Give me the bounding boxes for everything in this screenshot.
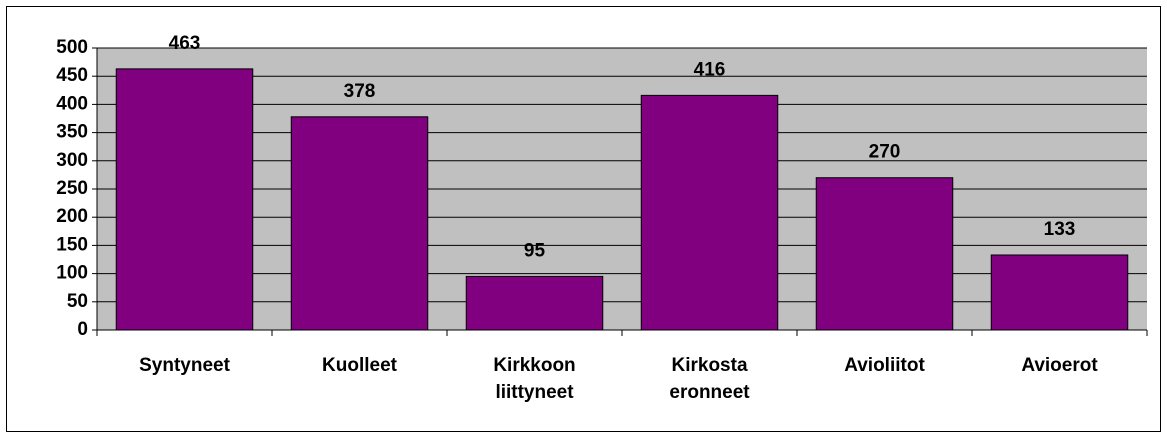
data-label: 416	[694, 59, 726, 80]
x-tick-label: Kirkkoon liittyneet	[493, 355, 576, 403]
data-label: 133	[1044, 219, 1076, 240]
data-label: 270	[869, 142, 901, 163]
y-tick-label: 0	[77, 319, 88, 340]
y-tick-label: 500	[56, 37, 88, 58]
x-tick-label: Syntyneet	[139, 355, 230, 376]
y-tick-label: 450	[56, 65, 88, 86]
y-tick-label: 250	[56, 178, 88, 199]
bar	[990, 254, 1129, 331]
y-tick-label: 50	[67, 291, 88, 312]
x-tick-label: Kirkosta eronneet	[669, 355, 750, 403]
bar	[115, 68, 254, 331]
y-tick-label: 300	[56, 150, 88, 171]
y-tick-label: 200	[56, 206, 88, 227]
bar	[465, 275, 604, 331]
x-tick-label: Avioerot	[1021, 355, 1098, 376]
bar	[290, 116, 429, 331]
data-label: 463	[169, 33, 201, 54]
y-tick-label: 150	[56, 234, 88, 255]
y-tick-label: 350	[56, 122, 88, 143]
bar	[640, 94, 779, 331]
x-tick-label: Avioliitot	[844, 355, 925, 376]
x-tick-label: Kuolleet	[322, 355, 397, 376]
data-label: 378	[344, 81, 376, 102]
y-tick-label: 100	[56, 263, 88, 284]
data-label: 95	[524, 240, 546, 261]
y-tick-label: 400	[56, 93, 88, 114]
bar	[815, 177, 954, 331]
